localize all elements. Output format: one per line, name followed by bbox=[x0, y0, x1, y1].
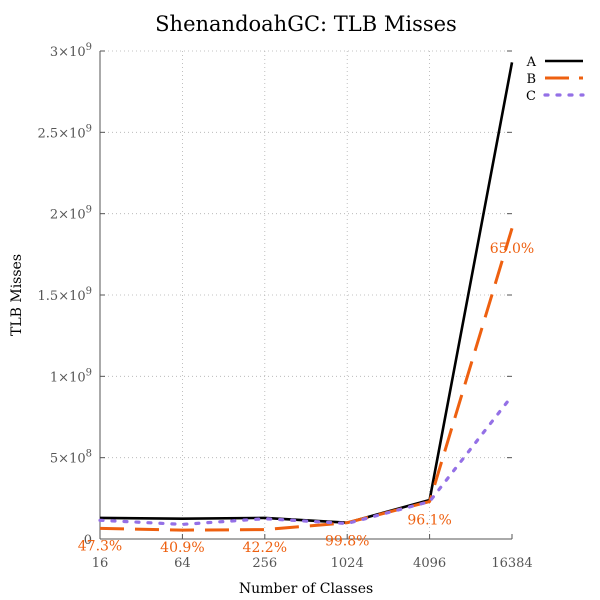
x-axis-label: Number of Classes bbox=[239, 581, 373, 597]
y-tick-exponent: 9 bbox=[86, 42, 92, 53]
series-line-b bbox=[99, 227, 514, 532]
y-tick-mantissa: 0 bbox=[84, 533, 92, 548]
x-tick-label: 16384 bbox=[491, 556, 532, 571]
legend-label-a: A bbox=[526, 55, 537, 70]
y-axis-label: TLB Misses bbox=[9, 254, 25, 336]
y-tick-mantissa: 1.5×10 bbox=[38, 289, 86, 304]
legend: ABC bbox=[526, 55, 585, 104]
legend-label-c: C bbox=[526, 89, 536, 104]
legend-label-b: B bbox=[526, 72, 536, 87]
y-tick-mantissa: 1×10 bbox=[50, 370, 86, 385]
x-tick-label: 4096 bbox=[413, 556, 446, 571]
y-tick-label: 0 bbox=[84, 533, 92, 548]
y-tick-mantissa: 2.5×10 bbox=[38, 126, 86, 141]
y-tick-exponent: 9 bbox=[86, 205, 92, 216]
y-tick-label: 1×109 bbox=[50, 367, 92, 385]
x-tick-label: 1024 bbox=[331, 556, 364, 571]
y-tick-label: 1.5×109 bbox=[38, 286, 92, 304]
y-tick-exponent: 9 bbox=[86, 367, 92, 378]
y-tick-exponent: 8 bbox=[86, 449, 92, 460]
y-tick-label: 2×109 bbox=[50, 205, 92, 223]
y-tick-label: 3×109 bbox=[50, 42, 92, 60]
annotations: 47.3% 40.9% 42.2% 99.8% 96.1% 65.0% bbox=[78, 241, 534, 556]
x-tick-label: 256 bbox=[252, 556, 277, 571]
grid bbox=[100, 50, 512, 539]
annotation-label: 99.8% bbox=[325, 534, 369, 550]
y-tick-mantissa: 5×10 bbox=[50, 452, 86, 467]
annotation-label: 40.9% bbox=[160, 540, 204, 556]
annotation-label: 65.0% bbox=[490, 241, 534, 257]
annotation-label: 47.3% bbox=[78, 539, 122, 555]
annotation-label: 42.2% bbox=[243, 540, 287, 556]
series-line-a bbox=[99, 62, 514, 525]
y-tick-mantissa: 2×10 bbox=[50, 208, 86, 223]
y-tick-exponent: 9 bbox=[86, 286, 92, 297]
y-tick-label: 2.5×109 bbox=[38, 123, 92, 141]
y-tick-mantissa: 3×10 bbox=[50, 45, 86, 60]
x-tick-label: 16 bbox=[92, 556, 109, 571]
y-tick-label: 5×108 bbox=[50, 449, 92, 467]
chart-title: ShenandoahGC: TLB Misses bbox=[155, 12, 457, 36]
series-line-c bbox=[98, 394, 514, 527]
y-tick-exponent: 9 bbox=[86, 123, 92, 134]
annotation-label: 96.1% bbox=[407, 512, 451, 528]
series-lines bbox=[98, 62, 514, 532]
x-tick-label: 64 bbox=[174, 556, 191, 571]
